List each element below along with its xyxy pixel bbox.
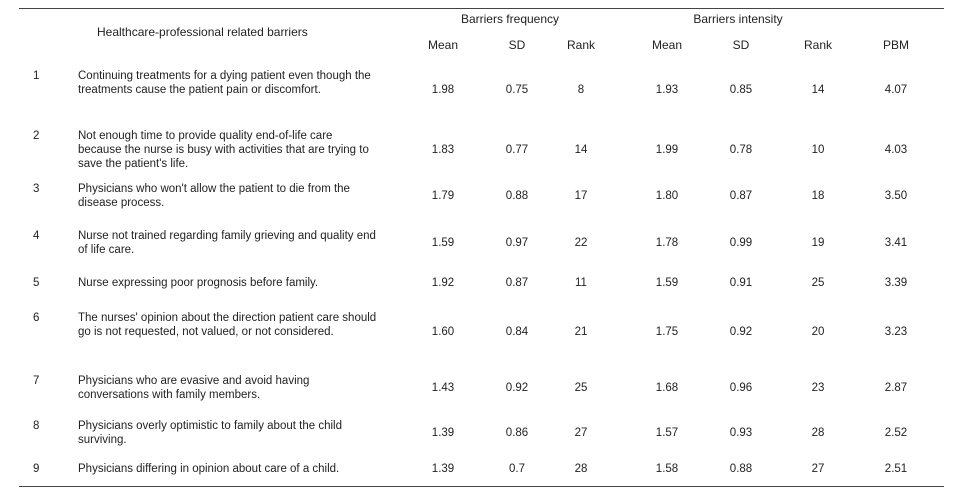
header-frequency-mean: Mean [427, 38, 459, 52]
frequency-mean-cell: 1.43 [431, 382, 455, 394]
pbm-cell: 4.03 [884, 144, 908, 156]
barrier-description: Nurse not trained regarding family griev… [78, 230, 376, 256]
intensity-rank-cell: 20 [811, 326, 825, 338]
intensity-rank-cell: 28 [811, 427, 825, 439]
barrier-description: Physicians overly optimistic to family a… [78, 420, 342, 446]
header-pbm: PBM [882, 38, 909, 52]
pbm-cell: 3.41 [884, 237, 908, 249]
row-number: 6 [33, 312, 40, 324]
frequency-mean-cell: 1.83 [431, 144, 455, 156]
intensity-sd-cell: 0.87 [729, 190, 753, 202]
frequency-mean-cell: 1.39 [431, 427, 455, 439]
intensity-sd-cell: 0.92 [729, 326, 753, 338]
frequency-mean-cell: 1.98 [431, 84, 455, 96]
intensity-rank-cell: 19 [811, 237, 825, 249]
frequency-rank-cell: 17 [574, 190, 588, 202]
frequency-mean-cell: 1.59 [431, 237, 455, 249]
intensity-sd-cell: 0.85 [729, 84, 753, 96]
pbm-cell: 3.50 [884, 190, 908, 202]
intensity-mean-cell: 1.93 [655, 84, 679, 96]
intensity-mean-cell: 1.57 [655, 427, 679, 439]
frequency-sd-cell: 0.97 [505, 237, 529, 249]
barrier-description: Not enough time to provide quality end-o… [78, 130, 369, 170]
header-barrier-column: Healthcare-professional related barriers [97, 25, 308, 39]
barrier-description: Physicians differing in opinion about ca… [78, 463, 340, 475]
frequency-rank-cell: 8 [577, 84, 585, 96]
intensity-mean-cell: 1.58 [655, 463, 679, 475]
frequency-sd-cell: 0.84 [505, 326, 529, 338]
frequency-sd-cell: 0.7 [509, 463, 525, 475]
header-intensity-sd: SD [732, 38, 750, 52]
intensity-mean-cell: 1.78 [655, 237, 679, 249]
row-number: 9 [33, 463, 40, 475]
header-frequency-sd: SD [508, 38, 526, 52]
intensity-rank-cell: 10 [811, 144, 825, 156]
frequency-sd-cell: 0.86 [505, 427, 529, 439]
frequency-sd-cell: 0.92 [505, 382, 529, 394]
intensity-mean-cell: 1.75 [655, 326, 679, 338]
frequency-sd-cell: 0.77 [505, 144, 529, 156]
table-bottom-rule [19, 486, 944, 487]
pbm-cell: 3.39 [884, 277, 908, 289]
frequency-rank-cell: 22 [574, 237, 588, 249]
pbm-cell: 2.51 [884, 463, 908, 475]
intensity-sd-cell: 0.91 [729, 277, 753, 289]
intensity-mean-cell: 1.80 [655, 190, 679, 202]
intensity-rank-cell: 27 [811, 463, 825, 475]
intensity-sd-cell: 0.78 [729, 144, 753, 156]
barrier-description: Nurse expressing poor prognosis before f… [78, 277, 319, 289]
frequency-sd-cell: 0.88 [505, 190, 529, 202]
header-intensity-mean: Mean [651, 38, 683, 52]
header-group-intensity: Barriers intensity [693, 12, 783, 26]
frequency-mean-cell: 1.79 [431, 190, 455, 202]
row-number: 3 [33, 183, 40, 195]
intensity-mean-cell: 1.59 [655, 277, 679, 289]
frequency-sd-cell: 0.75 [505, 84, 529, 96]
frequency-mean-cell: 1.60 [431, 326, 455, 338]
intensity-rank-cell: 14 [811, 84, 825, 96]
row-number: 4 [33, 230, 40, 242]
intensity-rank-cell: 23 [811, 382, 825, 394]
header-group-frequency: Barriers frequency [460, 12, 560, 26]
barrier-description: The nurses' opinion about the direction … [78, 312, 377, 338]
row-number: 2 [33, 130, 40, 142]
intensity-rank-cell: 18 [811, 190, 825, 202]
intensity-sd-cell: 0.99 [729, 237, 753, 249]
frequency-sd-cell: 0.87 [505, 277, 529, 289]
frequency-rank-cell: 14 [574, 144, 588, 156]
frequency-rank-cell: 21 [574, 326, 588, 338]
frequency-mean-cell: 1.92 [431, 277, 455, 289]
row-number: 7 [33, 375, 40, 387]
intensity-rank-cell: 25 [811, 277, 825, 289]
header-intensity-rank: Rank [803, 38, 832, 52]
frequency-rank-cell: 27 [574, 427, 588, 439]
pbm-cell: 3.23 [884, 326, 908, 338]
pbm-cell: 2.87 [884, 382, 908, 394]
intensity-mean-cell: 1.68 [655, 382, 679, 394]
barrier-description: Physicians who won't allow the patient t… [78, 183, 350, 209]
row-number: 8 [33, 420, 40, 432]
intensity-sd-cell: 0.96 [729, 382, 753, 394]
pbm-cell: 2.52 [884, 427, 908, 439]
table-top-rule [19, 8, 944, 9]
frequency-mean-cell: 1.39 [431, 463, 455, 475]
header-frequency-rank: Rank [566, 38, 595, 52]
row-number: 1 [33, 70, 40, 82]
frequency-rank-cell: 28 [574, 463, 588, 475]
frequency-rank-cell: 11 [575, 277, 587, 289]
pbm-cell: 4.07 [884, 84, 908, 96]
intensity-sd-cell: 0.88 [729, 463, 753, 475]
barrier-description: Continuing treatments for a dying patien… [78, 70, 371, 96]
barrier-description: Physicians who are evasive and avoid hav… [78, 375, 310, 401]
intensity-mean-cell: 1.99 [655, 144, 679, 156]
row-number: 5 [33, 277, 40, 289]
frequency-rank-cell: 25 [574, 382, 588, 394]
intensity-sd-cell: 0.93 [729, 427, 753, 439]
